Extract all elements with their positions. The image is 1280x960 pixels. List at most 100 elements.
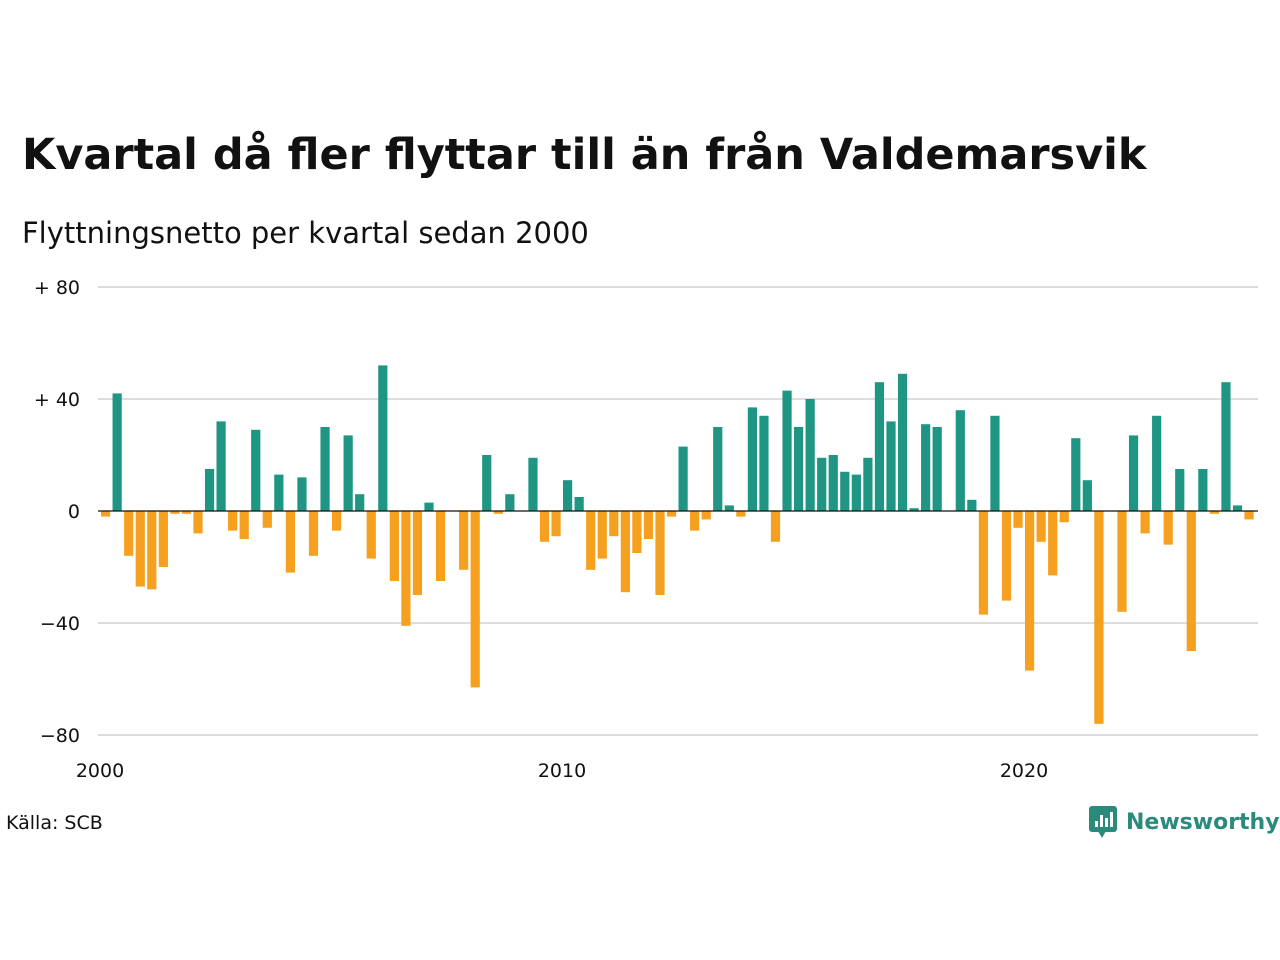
bar [736, 511, 746, 517]
bar [470, 511, 480, 688]
bar [701, 511, 711, 520]
bar [620, 511, 630, 593]
bar [690, 511, 700, 531]
bar [262, 511, 272, 528]
bar [1025, 511, 1035, 671]
bar [158, 511, 168, 567]
bar [955, 410, 965, 511]
bar [228, 511, 238, 531]
bar [147, 511, 157, 590]
bar [1152, 415, 1162, 511]
bar [251, 429, 261, 511]
bar [1013, 511, 1023, 528]
bar [181, 511, 192, 514]
bar [459, 511, 469, 570]
bar [817, 457, 827, 511]
bar [863, 457, 873, 511]
bar [574, 497, 584, 511]
bar [193, 511, 203, 534]
bar [505, 494, 515, 511]
bar [1198, 469, 1208, 511]
y-tick-label: −80 [40, 725, 80, 747]
bar [170, 511, 180, 514]
bar [1175, 469, 1185, 511]
bar [909, 508, 919, 511]
bar [759, 415, 769, 511]
bar [840, 471, 850, 511]
bar [204, 469, 215, 511]
bar [921, 424, 931, 511]
bar [990, 415, 1000, 511]
bar [308, 511, 319, 556]
y-tick-label: + 80 [34, 277, 80, 299]
bar [632, 511, 642, 553]
bar [1232, 505, 1243, 511]
bar [586, 511, 596, 570]
axes: + 80 + 40 0 −40 −80 2000 2010 2020 [34, 277, 1258, 782]
newsworthy-logo-icon [1089, 806, 1117, 838]
bar [1163, 511, 1173, 545]
bar [597, 511, 607, 559]
bar [666, 511, 677, 517]
chart-subtitle: Flyttningsnetto per kvartal sedan 2000 [22, 216, 589, 250]
bar [101, 511, 111, 517]
bar [1186, 511, 1196, 651]
bar [1094, 511, 1104, 724]
bar [216, 421, 226, 511]
bar [551, 511, 561, 537]
bar [1140, 511, 1150, 534]
bar [643, 511, 654, 539]
bar [805, 399, 815, 511]
y-tick-label: −40 [40, 613, 80, 635]
bar [378, 365, 388, 511]
bar [274, 474, 284, 511]
bar [932, 427, 942, 511]
bar [1071, 438, 1081, 511]
bar [1244, 511, 1254, 520]
bar [609, 511, 619, 537]
bar [1209, 511, 1219, 514]
bar [1036, 511, 1046, 542]
bar [747, 407, 757, 511]
x-tick-label: 2020 [1000, 760, 1048, 782]
bar [401, 511, 411, 626]
x-tick-label: 2010 [538, 760, 586, 782]
bar [782, 390, 792, 511]
bar [355, 494, 365, 511]
x-tick-label: 2000 [76, 760, 124, 782]
bar [332, 511, 342, 531]
bar [874, 382, 885, 511]
bar [655, 511, 665, 595]
bar [389, 511, 399, 581]
bar [412, 511, 423, 595]
bar [297, 477, 307, 511]
bar [539, 511, 550, 542]
newsworthy-logo: Newsworthy [1088, 804, 1280, 840]
bar [967, 499, 977, 511]
bar [435, 511, 446, 581]
bar [978, 511, 988, 615]
bar [528, 457, 538, 511]
bar [563, 480, 573, 511]
bar [424, 502, 434, 511]
bar [1082, 480, 1092, 511]
bar [1117, 511, 1127, 612]
bar [724, 505, 734, 511]
bar [1048, 511, 1058, 576]
bar [678, 446, 688, 511]
y-tick-label: 0 [68, 501, 80, 523]
bar [794, 427, 804, 511]
bar [366, 511, 376, 559]
bar [1221, 382, 1231, 511]
bar [897, 373, 908, 511]
bar [851, 474, 861, 511]
bar [828, 455, 838, 511]
bar [886, 421, 896, 511]
bar [239, 511, 249, 539]
chart-title: Kvartal då fler flyttar till än från Val… [22, 130, 1147, 180]
bar [1059, 511, 1069, 523]
bar [112, 393, 122, 511]
bars [101, 365, 1254, 724]
bar [1128, 435, 1139, 511]
